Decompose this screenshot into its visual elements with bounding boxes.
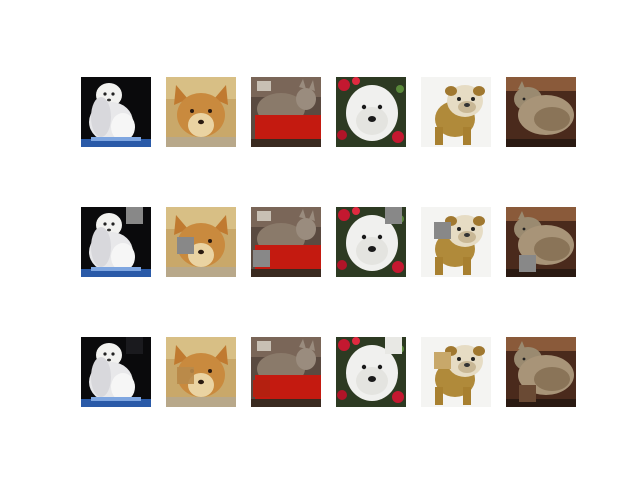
masked-maltese-image (81, 207, 151, 277)
reconstructed-bulldog-image (421, 337, 491, 407)
original-shiba-image (166, 77, 236, 147)
row-masked (81, 207, 576, 277)
original-cat-sofa-image (506, 77, 576, 147)
masked-terrier-image (336, 207, 406, 277)
mask-patch (126, 207, 143, 224)
mask-patch (519, 255, 536, 272)
masked-cat-sofa-image (506, 207, 576, 277)
masked-bulldog-image (421, 207, 491, 277)
reconstructed-cat-red-image (251, 337, 321, 407)
reconstructed-shiba-image (166, 337, 236, 407)
row-reconstructed (81, 337, 576, 407)
reconstructed-terrier-image (336, 337, 406, 407)
reconstructed-cat-sofa-image (506, 337, 576, 407)
original-bulldog-image (421, 77, 491, 147)
reconstructed-maltese-image (81, 337, 151, 407)
masked-shiba-image (166, 207, 236, 277)
mask-patch (253, 250, 270, 267)
row-original (81, 77, 576, 147)
original-cat-red-image (251, 77, 321, 147)
mask-patch (434, 222, 451, 239)
original-maltese-image (81, 77, 151, 147)
mask-patch (385, 207, 402, 224)
original-terrier-image (336, 77, 406, 147)
masked-cat-red-image (251, 207, 321, 277)
mask-patch (177, 237, 194, 254)
